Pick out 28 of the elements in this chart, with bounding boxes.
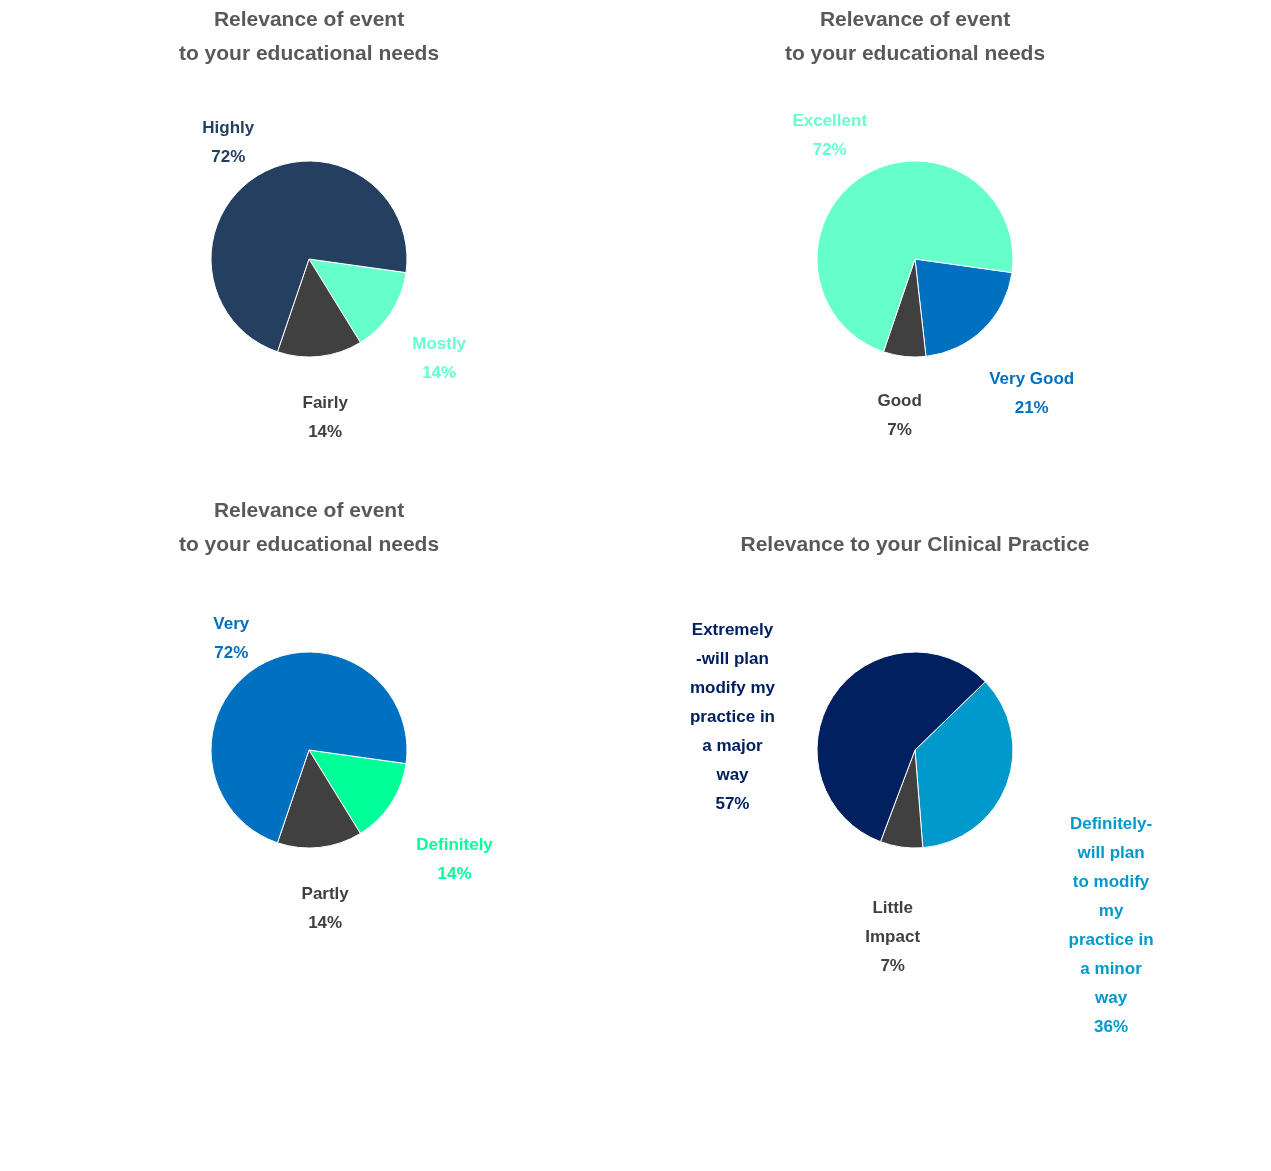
- slice-label: Mostly: [412, 334, 467, 354]
- slice-label: Good: [877, 391, 922, 411]
- slice-label: Definitely- will plan to modify my practice in a minor way: [1068, 813, 1154, 1007]
- chart-title: Relevance of event to your educational needs: [178, 498, 440, 555]
- data-label: 36%: [1094, 1016, 1129, 1036]
- data-label: 14%: [308, 912, 343, 932]
- slice-label: Extremely -will plan modify my practice in a major way: [689, 620, 776, 785]
- data-label: 21%: [1014, 397, 1049, 417]
- data-label: 14%: [308, 421, 343, 441]
- slice-label: Very: [213, 613, 250, 633]
- data-label: 7%: [880, 956, 905, 976]
- chart-title: Relevance of event to your educational needs: [178, 7, 440, 64]
- data-label: 72%: [812, 139, 847, 159]
- data-label: 14%: [422, 363, 457, 383]
- chart-title: Relevance to your Clinical Practice: [740, 532, 1090, 555]
- slice-label: Highly: [202, 117, 255, 137]
- data-label: 72%: [214, 642, 249, 662]
- slice-label: Definitely: [416, 835, 494, 855]
- data-label: 7%: [887, 420, 912, 440]
- data-label: 72%: [211, 146, 246, 166]
- slice-label: Partly: [301, 883, 350, 903]
- data-label: 14%: [437, 864, 472, 884]
- slice-label: Excellent: [792, 110, 868, 130]
- slice-label: Fairly: [302, 392, 349, 412]
- slice-label: Little Impact: [865, 898, 921, 947]
- chart-title: Relevance of event to your educational needs: [784, 7, 1046, 64]
- slice-label: Very Good: [989, 368, 1075, 388]
- data-label: 57%: [715, 794, 750, 814]
